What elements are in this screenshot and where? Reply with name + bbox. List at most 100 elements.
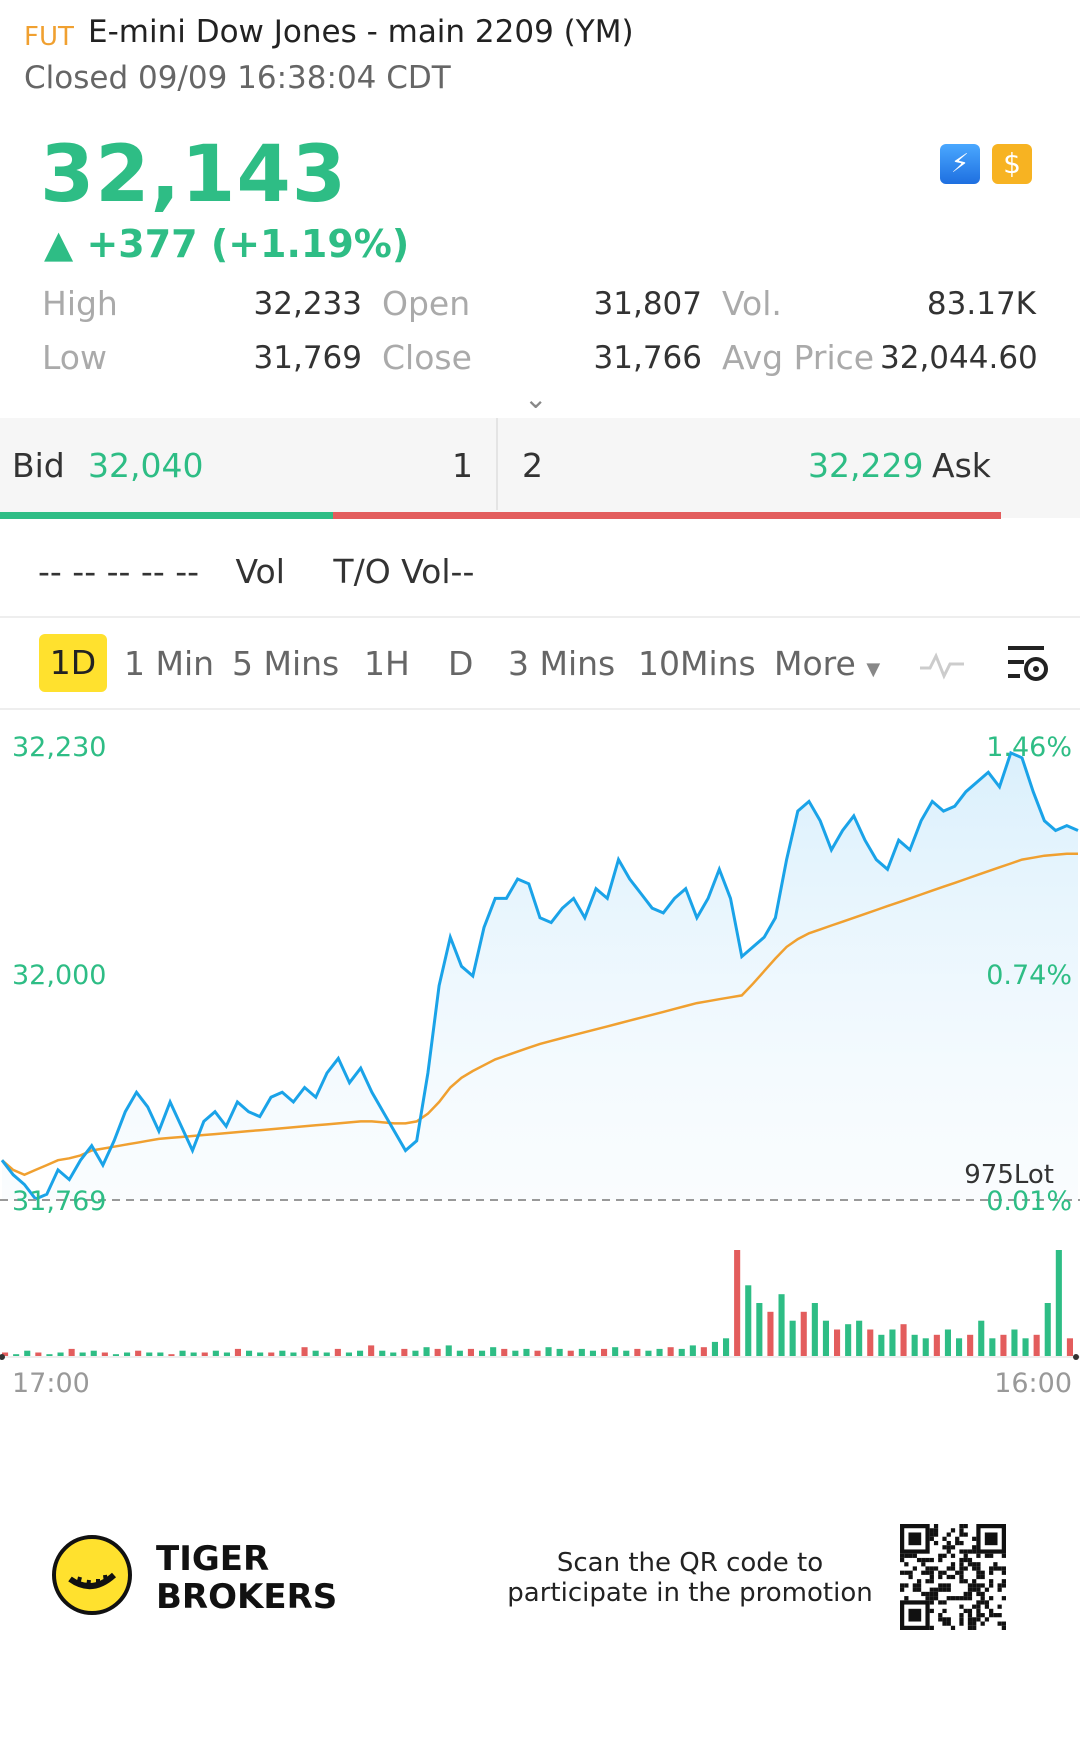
volume-bar <box>689 1345 696 1356</box>
qr-module <box>989 1553 994 1558</box>
qr-module <box>946 1532 951 1537</box>
volume-bar <box>268 1352 275 1356</box>
tab-3mins[interactable]: 3 Mins <box>508 644 616 683</box>
tab-1min[interactable]: 1 Min <box>124 644 215 683</box>
qr-module <box>989 1583 994 1588</box>
divider <box>0 708 1080 710</box>
low-value: 31,769 <box>253 340 362 376</box>
indicator-icon[interactable] <box>918 650 966 684</box>
volume-bar <box>900 1324 907 1356</box>
qr-module <box>959 1532 964 1537</box>
qr-module <box>946 1566 951 1571</box>
qr-module <box>1001 1553 1006 1558</box>
qr-module <box>959 1562 964 1567</box>
qr-module <box>972 1583 977 1588</box>
qr-module <box>967 1562 973 1567</box>
qr-module <box>976 1613 981 1618</box>
qr-module <box>929 1596 934 1601</box>
qr-module <box>925 1570 930 1575</box>
tab-d[interactable]: D <box>448 644 474 683</box>
tab-5mins[interactable]: 5 Mins <box>232 644 340 683</box>
qr-module <box>929 1532 934 1537</box>
low-label: Low <box>42 338 107 377</box>
qr-module <box>967 1613 973 1618</box>
qr-module <box>912 1583 917 1588</box>
qr-module <box>959 1549 964 1554</box>
qr-module <box>946 1583 951 1588</box>
volume-bar <box>479 1350 486 1356</box>
qr-module <box>963 1591 968 1597</box>
volume-bar <box>778 1294 785 1356</box>
volume-bar <box>512 1350 519 1356</box>
tab-1d[interactable]: 1D <box>39 634 107 692</box>
vol-label: Vol <box>235 552 285 591</box>
qr-module <box>972 1562 977 1567</box>
qr-module <box>997 1621 1002 1626</box>
qr-module <box>993 1566 998 1571</box>
price-line <box>0 750 1079 1201</box>
tab-1h[interactable]: 1H <box>364 644 410 683</box>
volume-bar <box>556 1348 563 1356</box>
volume-bar <box>589 1350 596 1356</box>
lightning-icon[interactable]: ⚡ <box>940 144 980 184</box>
volume-bar <box>467 1348 474 1356</box>
avg-price-line <box>1 852 1078 1177</box>
qr-module <box>946 1621 951 1626</box>
qr-module <box>980 1596 985 1601</box>
qr-module <box>984 1617 990 1622</box>
qr-module <box>933 1596 939 1601</box>
qr-module <box>904 1570 909 1575</box>
qr-module <box>950 1574 956 1580</box>
volume-bar <box>501 1348 508 1356</box>
qr-module <box>1001 1621 1006 1626</box>
qr-module <box>942 1583 947 1588</box>
qr-module <box>955 1540 960 1546</box>
qr-module <box>976 1617 981 1622</box>
qr-module <box>959 1528 964 1533</box>
qr-module <box>904 1583 909 1588</box>
chevron-down-icon[interactable]: ⌄ <box>524 382 548 415</box>
high-label: High <box>42 284 118 323</box>
qr-module <box>950 1562 956 1567</box>
qr-module <box>972 1536 977 1541</box>
qr-module <box>912 1553 917 1558</box>
volume-bar <box>678 1348 685 1356</box>
qr-module <box>976 1570 981 1575</box>
volume-bar <box>567 1350 574 1356</box>
qr-module <box>950 1596 956 1601</box>
qr-module <box>904 1596 909 1601</box>
qr-module <box>904 1562 909 1567</box>
qr-module <box>904 1553 909 1558</box>
qr-module <box>963 1524 968 1529</box>
tab-10mins[interactable]: 10Mins <box>638 644 756 683</box>
qr-module <box>929 1579 934 1584</box>
tab-more[interactable]: More ▼ <box>774 644 880 683</box>
volume-bar <box>368 1345 375 1356</box>
qr-module <box>976 1600 981 1605</box>
qr-module <box>967 1621 973 1626</box>
intraday-chart[interactable] <box>0 710 1080 1390</box>
qr-module <box>925 1557 930 1563</box>
qr-module <box>929 1600 934 1605</box>
orderbook-panel <box>0 418 1080 518</box>
volume-bar <box>357 1350 364 1356</box>
qr-module <box>929 1570 934 1575</box>
dollar-icon[interactable]: $ <box>992 144 1032 184</box>
qr-module <box>912 1566 917 1571</box>
qr-module <box>963 1532 968 1537</box>
volume-bar <box>667 1347 674 1356</box>
qr-module <box>929 1536 934 1541</box>
qr-module <box>976 1583 981 1588</box>
chart-settings-icon[interactable] <box>1004 642 1050 688</box>
qr-module <box>993 1613 998 1618</box>
qr-module <box>980 1591 985 1597</box>
close-value: 31,766 <box>593 340 702 376</box>
tab-more-label: More <box>774 644 856 683</box>
qr-code[interactable] <box>900 1524 1006 1630</box>
volume-bar <box>1022 1338 1029 1356</box>
y-tick-right-mid: 0.74% <box>986 960 1072 991</box>
qr-module <box>1001 1566 1006 1571</box>
qr-module <box>959 1579 964 1584</box>
volume-bar <box>723 1338 730 1356</box>
qr-module <box>929 1591 934 1597</box>
